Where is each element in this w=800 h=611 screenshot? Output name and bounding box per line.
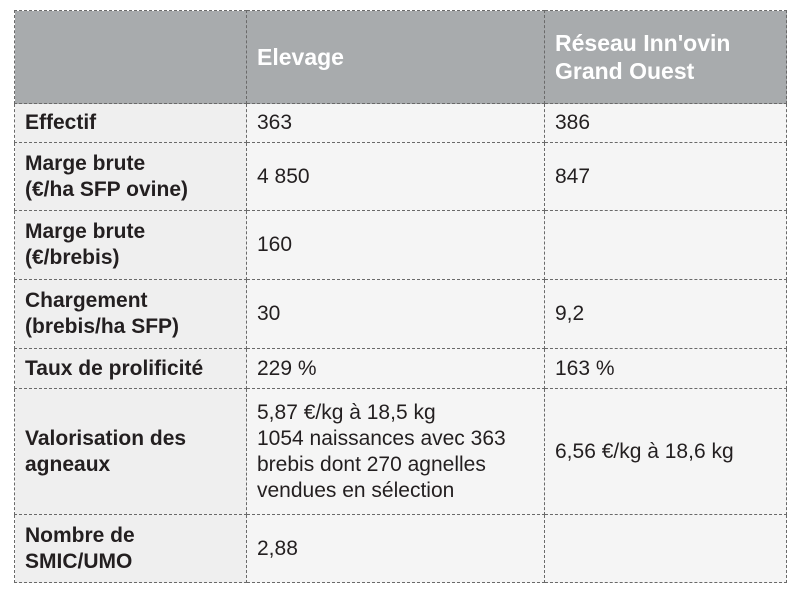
cell-elevage: 160: [246, 210, 545, 280]
table-row: Marge brute (€/ha SFP ovine) 4 850 847: [14, 142, 787, 211]
comparison-table-container: Elevage Réseau Inn'ovin Grand Ouest Effe…: [14, 10, 787, 583]
cell-elevage: 4 850: [246, 142, 545, 211]
row-label: Valorisation des agneaux: [14, 388, 247, 515]
row-label: Taux de prolificité: [14, 348, 247, 389]
cell-reseau: 9,2: [544, 279, 787, 349]
cell-reseau: 163 %: [544, 348, 787, 389]
row-label: Nombre de SMIC/UMO: [14, 514, 247, 583]
cell-elevage: 5,87 €/kg à 18,5 kg 1054 naissances avec…: [246, 388, 545, 515]
table-row: Valorisation des agneaux 5,87 €/kg à 18,…: [14, 388, 787, 515]
table-row: Chargement (brebis/ha SFP) 30 9,2: [14, 279, 787, 349]
table-header-row: Elevage Réseau Inn'ovin Grand Ouest: [14, 10, 787, 104]
header-empty-cell: [14, 10, 247, 104]
row-label: Marge brute (€/ha SFP ovine): [14, 142, 247, 211]
table-row: Nombre de SMIC/UMO 2,88: [14, 514, 787, 583]
cell-reseau: 847: [544, 142, 787, 211]
cell-reseau: [544, 514, 787, 583]
cell-reseau: [544, 210, 787, 280]
row-label: Effectif: [14, 103, 247, 143]
cell-elevage: 363: [246, 103, 545, 143]
table-row: Effectif 363 386: [14, 103, 787, 143]
header-reseau: Réseau Inn'ovin Grand Ouest: [544, 10, 787, 104]
table-row: Marge brute (€/brebis) 160: [14, 210, 787, 280]
cell-elevage: 229 %: [246, 348, 545, 389]
table-row: Taux de prolificité 229 % 163 %: [14, 348, 787, 389]
cell-reseau: 6,56 €/kg à 18,6 kg: [544, 388, 787, 515]
row-label: Chargement (brebis/ha SFP): [14, 279, 247, 349]
row-label: Marge brute (€/brebis): [14, 210, 247, 280]
comparison-table: Elevage Réseau Inn'ovin Grand Ouest Effe…: [14, 10, 787, 583]
cell-reseau: 386: [544, 103, 787, 143]
header-elevage: Elevage: [246, 10, 545, 104]
cell-elevage: 2,88: [246, 514, 545, 583]
cell-elevage: 30: [246, 279, 545, 349]
